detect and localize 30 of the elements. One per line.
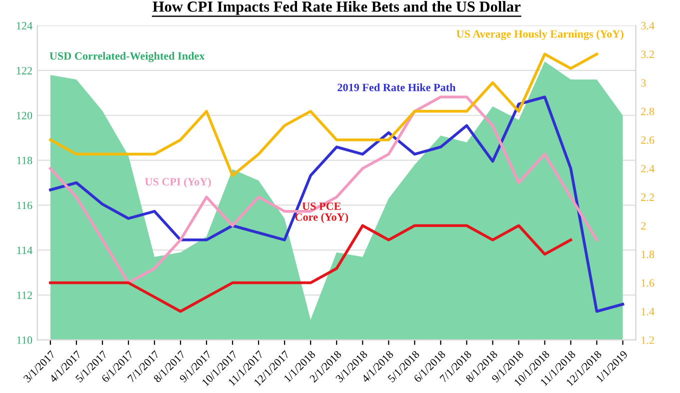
y2-tick-label: 2.4 [641,164,654,172]
y-tick-label: 118 [17,156,32,164]
y2-tick-label: 2.8 [641,108,654,116]
y2-tick-label: 1.2 [642,336,654,344]
line-series [49,96,598,284]
y2-tick-label: 2.2 [641,194,654,202]
series-label: US CPI (YoY) [144,178,211,188]
y2-tick-label: 1.6 [642,279,654,287]
line-series [49,52,598,177]
y2-tick-label: 3.4 [641,22,654,30]
y-tick-label: 112 [17,292,32,299]
y-tick-label: 124 [16,22,32,30]
y2-tick-label: 1.8 [642,250,654,258]
y2-tick-label: 3 [641,79,646,87]
y2-tick-label: 1.4 [642,308,654,316]
y2-tick-label: 2.6 [641,136,654,144]
line-series [49,224,572,313]
y-tick-label: 122 [16,66,32,74]
line-series [49,96,624,313]
y2-tick-label: 3.2 [641,50,654,58]
series-label: USD Correlated-Weighted Index [50,52,205,62]
series-label: US PCE Core (YoY) [295,202,348,224]
y-tick-label: 120 [16,112,32,120]
chart-title: How CPI Impacts Fed Rate Hike Bets and the US Dollar [152,1,520,15]
y2-tick-label: 2 [641,222,646,230]
y-tick-label: 116 [17,202,32,210]
y-tick-label: 110 [17,336,32,344]
y-tick-label: 114 [17,246,32,254]
series-label: US Average Hously Earnings (YoY) [456,30,624,40]
text: 2019 Fed Rate Hike Path [338,83,456,92]
